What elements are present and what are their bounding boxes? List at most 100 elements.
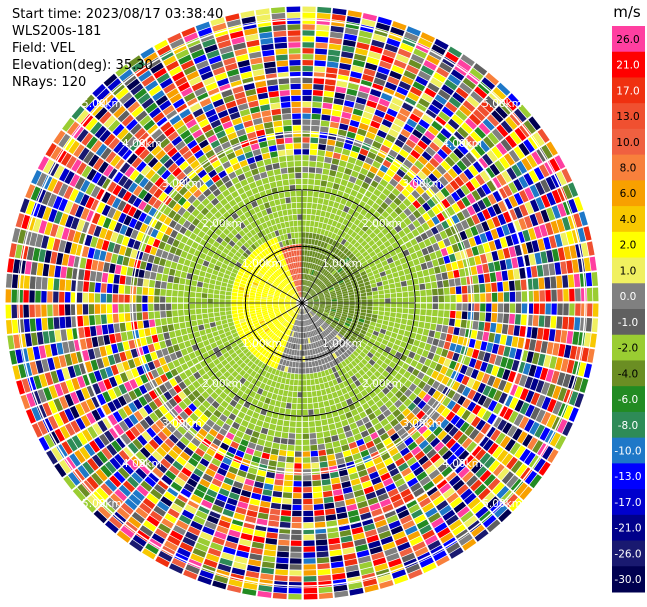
velocity-gate [444,295,450,303]
velocity-gate [325,211,331,218]
velocity-gate [25,184,36,199]
velocity-gate [452,164,463,175]
velocity-gate [415,264,422,272]
velocity-gate [279,383,285,390]
velocity-gate [440,332,447,341]
velocity-gate [583,257,591,272]
velocity-gate [432,72,446,83]
velocity-gate [479,283,486,293]
velocity-gate [412,209,422,219]
velocity-gate [413,377,422,386]
velocity-gate [471,524,485,537]
velocity-gate [231,310,238,315]
velocity-gate [280,515,291,522]
velocity-gate [212,438,222,447]
velocity-gate [163,267,170,275]
velocity-gate [313,298,319,301]
velocity-gate [240,533,253,541]
velocity-gate [419,524,433,535]
velocity-gate [374,563,389,572]
velocity-gate [421,404,431,414]
velocity-gate [281,510,292,516]
velocity-gate [322,394,328,401]
velocity-gate [209,279,216,285]
velocity-gate [520,314,527,326]
velocity-gate [225,303,231,307]
velocity-gate [531,240,540,253]
velocity-gate [289,311,294,316]
velocity-gate [329,354,335,361]
velocity-gate [118,245,127,256]
velocity-gate [303,546,315,552]
velocity-gate [293,325,296,331]
velocity-gate [303,286,306,292]
velocity-gate [122,480,135,493]
velocity-gate [429,274,437,282]
velocity-gate [345,430,353,438]
velocity-gate [443,310,450,318]
velocity-gate [546,192,556,206]
velocity-gate [99,433,110,446]
velocity-gate [412,129,423,139]
velocity-gate [346,340,353,346]
velocity-gate [258,585,273,592]
velocity-gate [317,281,323,287]
velocity-gate [491,128,504,141]
velocity-gate [306,220,311,227]
velocity-gate [154,376,163,386]
velocity-gate [233,317,239,322]
velocity-gate [315,341,319,348]
velocity-gate [155,248,163,258]
velocity-gate [440,365,448,375]
velocity-gate [563,289,569,302]
velocity-gate [95,314,101,325]
velocity-gate [312,270,316,276]
velocity-gate [353,330,360,335]
velocity-gate [264,416,272,423]
velocity-gate [323,278,328,283]
velocity-gate [362,348,369,355]
velocity-gate [248,276,255,282]
velocity-gate [480,361,488,372]
velocity-gate [449,253,457,263]
velocity-gate [391,569,407,579]
velocity-gate [414,303,421,309]
velocity-gate [267,359,273,366]
velocity-gate [390,293,397,298]
velocity-gate [160,442,171,453]
velocity-gate [195,303,202,309]
velocity-gate [284,474,293,481]
velocity-gate [403,208,412,217]
velocity-gate [315,271,320,278]
velocity-gate [421,222,430,231]
velocity-gate [303,280,306,286]
velocity-gate [445,368,454,378]
velocity-gate [240,345,247,352]
velocity-gate [106,314,113,324]
velocity-gate [249,292,256,296]
velocity-gate [298,314,301,320]
velocity-gate [299,350,302,356]
velocity-gate [342,345,348,351]
velocity-gate [390,267,398,274]
velocity-gate [535,409,546,423]
velocity-gate [63,475,76,490]
velocity-gate [372,140,382,149]
velocity-gate [391,97,403,107]
velocity-gate [395,381,404,390]
velocity-gate [193,371,201,380]
velocity-gate [307,300,314,302]
velocity-gate [475,448,487,461]
velocity-gate [270,418,278,425]
velocity-gate [286,372,291,379]
velocity-gate [336,377,343,384]
velocity-gate [210,258,217,265]
velocity-gate [330,25,344,33]
velocity-gate [309,226,314,233]
velocity-gate [145,336,153,345]
velocity-gate [264,477,275,485]
velocity-gate [129,539,144,552]
velocity-gate [131,472,143,484]
velocity-gate [7,258,15,273]
velocity-gate [296,415,302,422]
